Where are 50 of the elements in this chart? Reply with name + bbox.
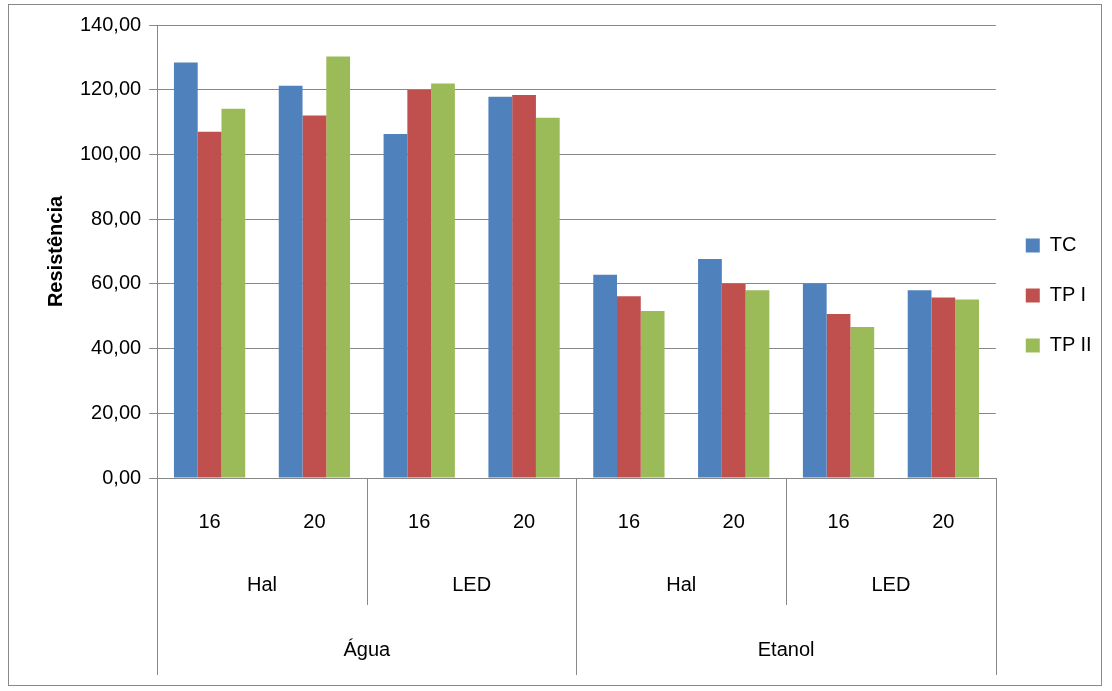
text: LED (452, 572, 492, 595)
bar (907, 290, 932, 478)
bar (640, 311, 665, 478)
text: LED (871, 572, 911, 595)
text: Etanol (757, 637, 815, 660)
bar (617, 296, 641, 478)
bar (488, 96, 513, 478)
x-tick-label: 16 (617, 509, 641, 532)
bar (221, 108, 246, 478)
bar (407, 90, 432, 478)
x-tick-label: 16 (198, 509, 221, 532)
bar (431, 83, 455, 478)
bar (383, 134, 408, 478)
y-tick-label: 80,00 (91, 206, 142, 229)
bar (955, 299, 979, 478)
legend-label: TP I (1049, 283, 1087, 306)
bar (326, 56, 351, 478)
y-tick-label: 60,00 (91, 271, 142, 294)
bar (826, 313, 851, 478)
bar (535, 117, 560, 478)
x-tick-label: 16 (408, 509, 431, 532)
bar (197, 131, 222, 478)
x-tick-label: 16 (827, 509, 850, 532)
bar (173, 62, 198, 478)
text: Água (343, 637, 392, 660)
y-tick-label: 40,00 (91, 336, 142, 359)
legend-label: TP II (1049, 333, 1092, 356)
y-tick-label: 120,00 (80, 77, 142, 100)
bar (512, 94, 536, 478)
y-axis-title: Resistência (43, 195, 66, 308)
bar (698, 258, 722, 478)
x-tick-label: 20 (512, 509, 536, 532)
bar (931, 297, 956, 478)
bar (593, 274, 618, 478)
bar (278, 85, 303, 478)
text: Hal (666, 572, 697, 595)
bar (302, 115, 327, 478)
y-tick-label: 20,00 (91, 400, 142, 423)
y-tick-label: 0,00 (102, 465, 142, 488)
x-tick-label: 20 (722, 509, 745, 532)
x-tick-label: 20 (303, 509, 326, 532)
bar (802, 283, 827, 478)
x-tick-label: 20 (932, 509, 955, 532)
legend-label: TC (1049, 233, 1077, 256)
y-tick-label: 140,00 (80, 12, 142, 35)
text: Hal (246, 572, 277, 595)
bar (745, 290, 770, 478)
bar (850, 326, 875, 478)
bar (721, 283, 746, 478)
y-tick-label: 100,00 (80, 141, 142, 164)
